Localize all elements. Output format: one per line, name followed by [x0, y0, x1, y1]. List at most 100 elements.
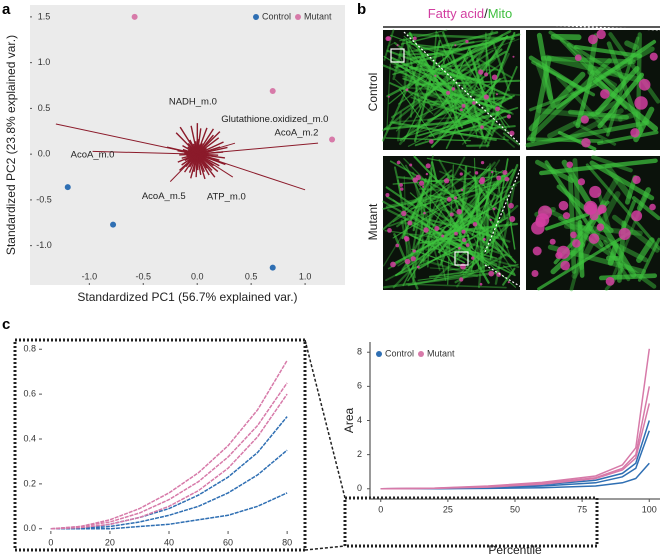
lipid-signal — [465, 243, 470, 247]
inset-connector — [484, 264, 527, 291]
zoom-connector — [304, 339, 346, 499]
lipid-signal — [588, 34, 598, 45]
stain-header: Fatty acid/Mito — [428, 6, 513, 21]
mito-signal — [405, 283, 507, 289]
annotation: NADH_m.0 — [169, 97, 217, 108]
mito-signal — [566, 42, 619, 93]
mito-signal — [455, 246, 497, 259]
mito-signal — [402, 75, 513, 114]
mito-signal — [573, 44, 643, 59]
curve — [50, 492, 288, 530]
mito-signal — [589, 160, 655, 201]
y-tick-label: 0.4 — [23, 433, 36, 443]
loading-arrow — [196, 134, 214, 155]
y-tick-label: 1.5 — [38, 11, 51, 21]
lipid-signal — [597, 204, 607, 214]
lipid-signal — [407, 220, 413, 226]
mito-signal — [443, 180, 520, 234]
mito-signal — [636, 187, 651, 212]
curve — [380, 430, 651, 490]
mito-signal — [419, 193, 441, 271]
lipid-signal — [451, 87, 456, 91]
lipid-signal — [396, 44, 399, 47]
mito-signal — [393, 166, 403, 197]
y-tick-label: 0.8 — [23, 344, 36, 354]
lipid-signal — [560, 260, 571, 271]
lipid-signal — [496, 175, 502, 181]
lipid-signal — [454, 44, 457, 47]
mito-signal — [502, 265, 516, 275]
lipid-signal — [410, 256, 416, 262]
y-tick-label: 6 — [357, 381, 362, 391]
lipid-signal — [471, 256, 475, 260]
lipid-signal — [472, 222, 478, 227]
lipid-signal — [488, 270, 495, 277]
plot-area — [42, 347, 296, 531]
zoom-region — [343, 496, 599, 548]
mito-signal — [415, 36, 513, 51]
mito-signal — [567, 174, 577, 274]
lipid-signal — [507, 281, 510, 284]
mito-signal — [470, 170, 494, 272]
mito-signal — [624, 40, 639, 51]
y-tick-label: -0.5 — [36, 194, 52, 204]
lipid-signal — [549, 238, 556, 245]
mito-signal — [525, 120, 650, 148]
x-tick-label: 25 — [443, 504, 453, 514]
lipid-signal — [462, 237, 467, 243]
mito-signal — [466, 165, 489, 194]
mito-signal — [431, 77, 501, 148]
curve — [380, 403, 651, 490]
lipid-signal — [418, 180, 425, 186]
mito-signal — [399, 29, 448, 42]
separator: / — [484, 6, 488, 21]
mito-signal — [502, 267, 516, 286]
mito-signal — [409, 70, 433, 108]
lipid-signal — [446, 90, 451, 95]
x-tick-label: 60 — [223, 537, 233, 547]
lipid-signal — [489, 218, 492, 222]
inset-connector — [484, 155, 527, 253]
lipid-signal — [474, 171, 479, 175]
legend-label: Mutant — [304, 11, 332, 21]
mito-signal — [394, 193, 511, 276]
loading-arrow — [55, 123, 198, 155]
mito-signal — [417, 273, 465, 281]
loading-arrow — [197, 142, 319, 155]
annotation: AcoA_m.5 — [142, 191, 186, 202]
lipid-signal — [531, 269, 539, 277]
lipid-signal — [483, 94, 489, 100]
y-tick-label: 8 — [357, 347, 362, 357]
x-tick-label: 20 — [105, 537, 115, 547]
lipid-signal — [404, 236, 410, 242]
lipid-signal — [396, 160, 401, 165]
mito-signal — [388, 191, 483, 228]
lipid-signal — [605, 276, 615, 286]
mito-signal — [540, 55, 636, 65]
y-tick-label: 2 — [357, 449, 362, 459]
y-tick-label: 0.0 — [23, 523, 36, 533]
lipid-signal — [460, 188, 464, 192]
mito-signal — [419, 91, 499, 117]
legend-swatch — [418, 351, 424, 357]
mito-signal — [428, 194, 460, 203]
y-tick-label: 4 — [357, 415, 362, 425]
mito-signal — [636, 237, 655, 263]
mito-signal — [545, 212, 590, 231]
mito-signal — [465, 159, 501, 212]
lipid-signal — [454, 231, 458, 236]
lipid-signal — [538, 205, 552, 220]
mito-signal — [595, 46, 655, 82]
loading-arrow — [196, 153, 234, 178]
loading-arrow — [169, 153, 198, 182]
curve — [50, 382, 288, 530]
curve — [50, 393, 288, 530]
micrographs — [381, 18, 660, 292]
mito-signal — [390, 49, 494, 119]
stain-name: Mito — [488, 6, 513, 21]
x-tick-label: 75 — [577, 504, 587, 514]
loading-arrow — [197, 142, 236, 155]
mito-signal — [441, 31, 499, 47]
x-tick-label: 80 — [282, 537, 292, 547]
row-label: Control — [366, 73, 380, 112]
